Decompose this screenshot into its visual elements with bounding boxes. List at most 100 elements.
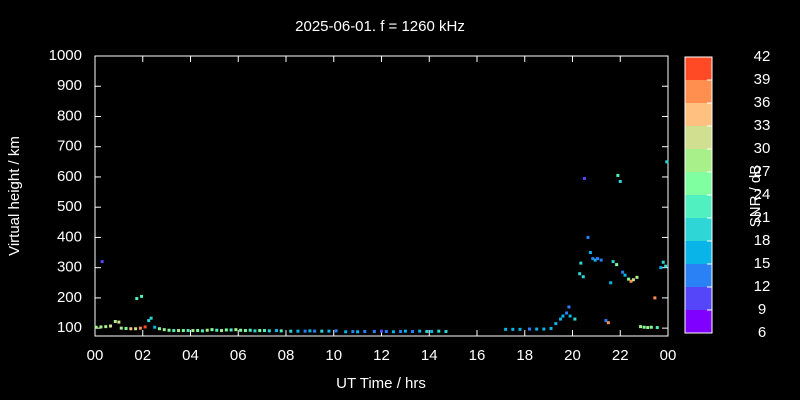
point: [181, 329, 185, 333]
point: [579, 261, 583, 265]
point: [391, 330, 395, 334]
point: [664, 264, 668, 268]
point: [167, 328, 171, 332]
x-tick-label: 16: [469, 347, 486, 364]
y-tick-label: 200: [57, 289, 82, 306]
point: [149, 316, 153, 320]
y-tick-label: 800: [57, 107, 82, 124]
point: [518, 327, 522, 331]
point: [320, 329, 324, 333]
point: [267, 329, 271, 333]
point: [655, 326, 659, 330]
point: [561, 314, 565, 318]
point: [511, 327, 515, 331]
point: [542, 327, 546, 331]
colorbar-tick-label: 18: [754, 232, 771, 249]
point: [113, 319, 117, 323]
point: [615, 263, 619, 267]
point: [631, 278, 635, 282]
colorbar-label: SNR / dB: [747, 165, 764, 228]
point: [104, 325, 108, 329]
point: [191, 329, 195, 333]
x-tick-label: 00: [660, 347, 677, 364]
x-tick-label: 10: [325, 347, 342, 364]
point: [437, 329, 441, 333]
point: [177, 329, 181, 333]
point: [135, 297, 139, 301]
point: [535, 327, 539, 331]
colorbar-band: [685, 310, 712, 333]
point: [363, 329, 367, 333]
colorbar-tick-label: 24: [754, 186, 771, 203]
point: [593, 258, 597, 262]
y-tick-label: 700: [57, 138, 82, 155]
point: [138, 326, 142, 330]
point: [162, 328, 166, 332]
point: [418, 329, 422, 333]
point: [327, 329, 331, 333]
x-axis-label: UT Time / hrs: [336, 375, 426, 392]
point: [172, 329, 176, 333]
point: [444, 329, 448, 333]
point: [143, 325, 147, 329]
point: [609, 281, 613, 285]
point: [606, 321, 610, 325]
x-tick-label: 06: [230, 347, 247, 364]
point: [528, 327, 532, 331]
x-tick-label: 02: [134, 347, 151, 364]
point: [308, 329, 312, 333]
point: [646, 326, 650, 330]
colorbar-tick-label: 30: [754, 140, 771, 157]
point: [334, 329, 338, 333]
colorbar-band: [685, 172, 712, 195]
point: [430, 329, 434, 333]
colorbar-band: [685, 149, 712, 172]
x-tick-label: 00: [87, 347, 104, 364]
y-tick-label: 1000: [49, 47, 82, 64]
point: [573, 317, 577, 321]
point: [220, 329, 224, 333]
point: [372, 329, 376, 333]
point: [258, 329, 262, 333]
colorbar-band: [685, 287, 712, 310]
point: [653, 296, 657, 300]
x-tick-label: 14: [421, 347, 438, 364]
point: [239, 328, 243, 332]
y-axis-label: Virtual height / km: [6, 136, 23, 256]
point: [205, 328, 209, 332]
point: [186, 329, 190, 333]
x-tick-label: 12: [373, 347, 390, 364]
point: [567, 305, 571, 309]
point: [380, 329, 383, 333]
y-tick-label: 600: [57, 168, 82, 185]
point: [274, 329, 278, 333]
point: [639, 325, 643, 329]
point: [591, 257, 595, 261]
point: [289, 329, 293, 333]
colorbar-band: [685, 218, 712, 241]
point: [399, 329, 403, 333]
y-tick-label: 300: [57, 259, 82, 276]
point: [129, 327, 133, 331]
colorbar-tick-label: 21: [754, 209, 771, 226]
point: [215, 328, 219, 332]
point: [344, 330, 348, 334]
point: [224, 328, 228, 332]
point: [117, 320, 121, 324]
colorbar-tick-label: 39: [754, 71, 771, 88]
point: [596, 257, 600, 261]
point: [147, 319, 151, 323]
y-tick-label: 100: [57, 319, 82, 336]
point: [599, 258, 603, 262]
point: [210, 328, 214, 332]
plot-frame: [94, 55, 669, 337]
point: [234, 328, 238, 332]
point: [581, 275, 585, 279]
point: [621, 270, 625, 274]
point: [296, 329, 300, 333]
point: [559, 317, 563, 321]
point: [196, 329, 200, 333]
colorbar-band: [685, 241, 712, 264]
point: [588, 251, 592, 255]
point: [582, 176, 586, 180]
